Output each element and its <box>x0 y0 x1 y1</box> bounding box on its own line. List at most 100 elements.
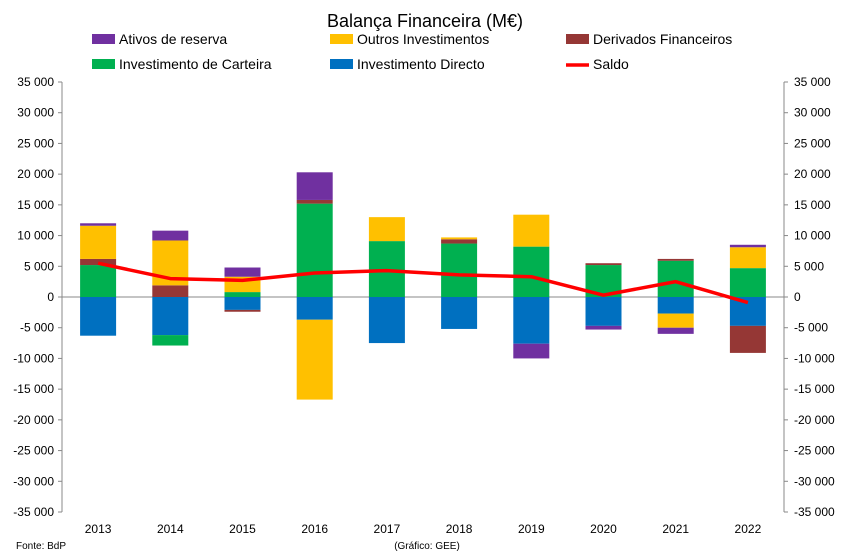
bar-derivados-financeiros <box>585 263 622 266</box>
y-tick-label-right: 10 000 <box>794 229 831 243</box>
bar-outros-investimentos <box>513 214 550 247</box>
bar-investimento-directo <box>296 297 333 320</box>
x-tick-label: 2022 <box>735 522 762 536</box>
y-tick-label-left: -20 000 <box>13 413 54 427</box>
legend-label: Outros Investimentos <box>357 31 489 47</box>
legend-item: Investimento Directo <box>330 56 485 72</box>
legend-item: Outros Investimentos <box>330 31 489 47</box>
y-tick-label-right: 25 000 <box>794 136 831 150</box>
x-tick-label: 2020 <box>590 522 617 536</box>
bar-derivados-financeiros <box>441 239 478 244</box>
bar-investimento-de-carteira <box>224 292 261 297</box>
y-tick-label-right: -30 000 <box>794 474 835 488</box>
x-tick-label: 2013 <box>85 522 112 536</box>
bar-investimento-de-carteira <box>152 335 189 346</box>
x-tick-label: 2018 <box>446 522 473 536</box>
legend-swatch <box>566 34 589 44</box>
bars <box>80 172 766 400</box>
y-tick-label-right: -25 000 <box>794 444 835 458</box>
x-tick-label: 2016 <box>301 522 328 536</box>
y-tick-label-right: -20 000 <box>794 413 835 427</box>
bar-outros-investimentos <box>729 247 766 269</box>
bar-ativos-de-reserva <box>585 325 622 330</box>
bar-ativos-de-reserva <box>513 343 550 359</box>
bar-investimento-directo <box>657 297 694 314</box>
y-tick-label-left: -15 000 <box>13 382 54 396</box>
chart-title: Balança Financeira (M€) <box>327 11 523 31</box>
legend-swatch <box>92 34 115 44</box>
bar-outros-investimentos <box>441 237 478 240</box>
y-tick-label-left: 25 000 <box>17 136 54 150</box>
legend-item: Saldo <box>566 56 629 72</box>
y-tick-label-left: -25 000 <box>13 444 54 458</box>
legend-swatch <box>330 34 353 44</box>
bar-derivados-financeiros <box>80 258 117 266</box>
x-tick-label: 2014 <box>157 522 184 536</box>
y-tick-label-left: 20 000 <box>17 167 54 181</box>
legend-label: Saldo <box>593 56 629 72</box>
bar-derivados-financeiros <box>152 285 189 297</box>
bar-ativos-de-reserva <box>152 230 189 241</box>
bar-outros-investimentos <box>657 313 694 328</box>
legend-label: Investimento de Carteira <box>119 56 272 72</box>
y-tick-label-right: -35 000 <box>794 505 835 519</box>
x-tick-label: 2017 <box>374 522 401 536</box>
bar-ativos-de-reserva <box>224 267 261 277</box>
y-tick-label-left: 10 000 <box>17 229 54 243</box>
bar-investimento-directo <box>585 297 622 326</box>
y-tick-label-left: -30 000 <box>13 474 54 488</box>
saldo-line <box>97 261 749 305</box>
x-tick-label: 2015 <box>229 522 256 536</box>
source-left: Fonte: BdP <box>16 541 66 552</box>
bar-ativos-de-reserva <box>657 327 694 334</box>
bar-investimento-directo <box>152 297 189 336</box>
legend-swatch <box>92 59 115 69</box>
bar-investimento-directo <box>441 297 478 329</box>
y-tick-label-left: 30 000 <box>17 106 54 120</box>
bar-outros-investimentos <box>80 225 117 259</box>
legend-item: Investimento de Carteira <box>92 56 272 72</box>
bar-ativos-de-reserva <box>296 172 333 200</box>
y-tick-label-right: -10 000 <box>794 351 835 365</box>
y-tick-label-right: 15 000 <box>794 198 831 212</box>
y-tick-label-left: 0 <box>47 290 54 304</box>
bar-investimento-directo <box>80 297 117 336</box>
y-tick-label-left: 5 000 <box>24 259 54 273</box>
source-center: (Gráfico: GEE) <box>394 541 460 552</box>
bar-investimento-de-carteira <box>513 246 550 297</box>
y-tick-label-right: 5 000 <box>794 259 824 273</box>
bar-derivados-financeiros <box>224 309 261 312</box>
y-tick-label-right: 30 000 <box>794 106 831 120</box>
legend: Ativos de reserva Outros Investimentos Der… <box>92 31 732 72</box>
bar-outros-investimentos <box>296 319 333 400</box>
legend-item: Derivados Financeiros <box>566 31 732 47</box>
bar-derivados-financeiros <box>657 258 694 261</box>
saldo-line-group <box>97 261 749 305</box>
bar-ativos-de-reserva <box>80 223 117 226</box>
bar-investimento-de-carteira <box>441 243 478 297</box>
bar-derivados-financeiros <box>729 325 766 353</box>
axes: -35 000 -35 000 -30 000 -30 000 -25 000 -25 0… <box>13 75 835 536</box>
bar-investimento-de-carteira <box>80 265 117 297</box>
legend-label: Derivados Financeiros <box>593 31 732 47</box>
x-tick-label: 2021 <box>662 522 689 536</box>
bar-investimento-de-carteira <box>657 260 694 297</box>
y-tick-label-right: 35 000 <box>794 75 831 89</box>
bar-investimento-de-carteira <box>296 203 333 297</box>
legend-item: Ativos de reserva <box>92 31 227 47</box>
bar-investimento-de-carteira <box>729 268 766 297</box>
y-tick-label-right: 0 <box>794 290 801 304</box>
bar-outros-investimentos <box>368 217 405 242</box>
bar-ativos-de-reserva <box>729 244 766 248</box>
y-tick-label-left: -35 000 <box>13 505 54 519</box>
x-tick-label: 2019 <box>518 522 545 536</box>
y-tick-label-left: -10 000 <box>13 351 54 365</box>
y-tick-label-left: 15 000 <box>17 198 54 212</box>
y-tick-label-right: 20 000 <box>794 167 831 181</box>
bar-derivados-financeiros <box>296 199 333 204</box>
y-tick-label-left: -5 000 <box>20 321 54 335</box>
legend-swatch <box>330 59 353 69</box>
y-tick-label-right: -15 000 <box>794 382 835 396</box>
